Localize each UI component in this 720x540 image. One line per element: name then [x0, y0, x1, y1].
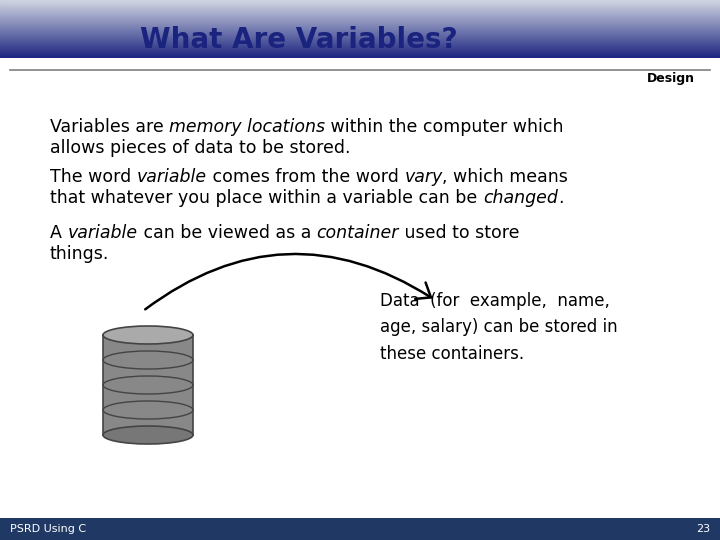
- Bar: [0, 35, 720, 36]
- Ellipse shape: [103, 426, 193, 444]
- FancyArrowPatch shape: [145, 254, 431, 309]
- Bar: [0, 38, 720, 39]
- Bar: [0, 14, 720, 15]
- Bar: [0, 40, 720, 41]
- Text: variable: variable: [137, 168, 207, 186]
- Ellipse shape: [103, 326, 193, 344]
- Text: The word: The word: [50, 168, 137, 186]
- Bar: [0, 30, 720, 31]
- Bar: [0, 32, 720, 33]
- Bar: [0, 16, 720, 17]
- Bar: [0, 518, 720, 540]
- Bar: [0, 3, 720, 4]
- Bar: [0, 36, 720, 37]
- Bar: [0, 2, 720, 3]
- Bar: [0, 27, 720, 28]
- Bar: [0, 47, 720, 48]
- Bar: [0, 42, 720, 43]
- Text: things.: things.: [50, 245, 109, 263]
- Bar: [0, 52, 720, 53]
- Bar: [0, 39, 720, 40]
- Bar: [0, 15, 720, 16]
- Text: allows pieces of data to be stored.: allows pieces of data to be stored.: [50, 139, 351, 157]
- Text: that whatever you place within a variable can be: that whatever you place within a variabl…: [50, 189, 482, 207]
- Bar: [0, 18, 720, 19]
- Bar: [0, 55, 720, 56]
- Bar: [0, 28, 720, 29]
- Text: container: container: [316, 224, 399, 242]
- Bar: [0, 6, 720, 7]
- Bar: [0, 57, 720, 58]
- Bar: [0, 49, 720, 50]
- Bar: [0, 43, 720, 44]
- Bar: [0, 17, 720, 18]
- Bar: [0, 13, 720, 14]
- Text: within the computer which: within the computer which: [325, 118, 564, 136]
- Bar: [0, 10, 720, 11]
- Bar: [0, 19, 720, 20]
- Bar: [0, 1, 720, 2]
- Text: vary: vary: [404, 168, 443, 186]
- Bar: [0, 23, 720, 24]
- Bar: [0, 9, 720, 10]
- Text: used to store: used to store: [399, 224, 519, 242]
- Bar: [0, 56, 720, 57]
- Bar: [0, 33, 720, 34]
- Text: variable: variable: [68, 224, 138, 242]
- Bar: [0, 4, 720, 5]
- Bar: [0, 11, 720, 12]
- Bar: [0, 54, 720, 55]
- Text: Data  (for  example,  name,
age, salary) can be stored in
these containers.: Data (for example, name, age, salary) ca…: [380, 292, 618, 363]
- Text: can be viewed as a: can be viewed as a: [138, 224, 316, 242]
- Bar: [0, 44, 720, 45]
- Text: .: .: [557, 189, 563, 207]
- Bar: [0, 24, 720, 25]
- Text: A: A: [50, 224, 68, 242]
- Bar: [0, 29, 720, 30]
- Bar: [0, 7, 720, 8]
- Bar: [0, 12, 720, 13]
- Text: , which means: , which means: [443, 168, 568, 186]
- Text: What Are Variables?: What Are Variables?: [140, 26, 458, 54]
- Text: 23: 23: [696, 524, 710, 534]
- Bar: [0, 34, 720, 35]
- Text: PSRD Using C: PSRD Using C: [10, 524, 86, 534]
- Bar: [0, 22, 720, 23]
- Bar: [0, 8, 720, 9]
- Bar: [0, 20, 720, 21]
- Bar: [0, 21, 720, 22]
- Bar: [103, 335, 193, 435]
- Bar: [0, 26, 720, 27]
- Bar: [0, 58, 720, 540]
- Bar: [0, 37, 720, 38]
- Text: memory locations: memory locations: [169, 118, 325, 136]
- Text: changed: changed: [482, 189, 557, 207]
- Bar: [0, 5, 720, 6]
- Bar: [0, 46, 720, 47]
- Bar: [0, 45, 720, 46]
- Bar: [0, 53, 720, 54]
- Bar: [0, 51, 720, 52]
- Bar: [0, 50, 720, 51]
- Bar: [0, 41, 720, 42]
- Bar: [0, 31, 720, 32]
- Bar: [0, 25, 720, 26]
- Text: Design: Design: [647, 72, 695, 85]
- Bar: [0, 48, 720, 49]
- Text: comes from the word: comes from the word: [207, 168, 404, 186]
- Bar: [0, 0, 720, 1]
- Text: Variables are: Variables are: [50, 118, 169, 136]
